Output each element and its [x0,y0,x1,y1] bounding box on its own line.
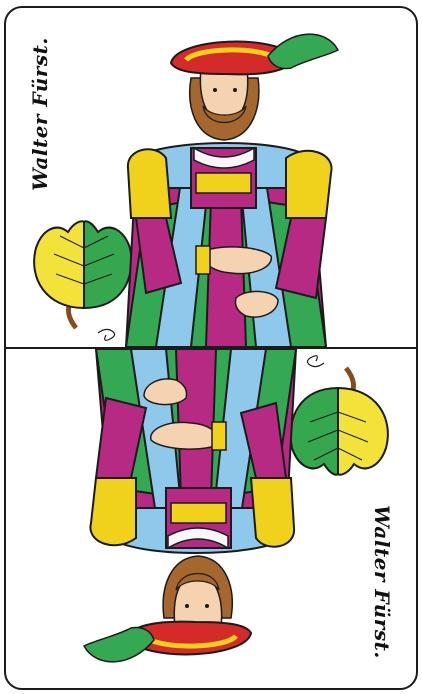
king-figure [82,349,298,663]
king-figure [124,33,340,347]
leaf-suit-icon [289,355,389,476]
card-top-half: Walter Fürst. [6,8,416,347]
figure-artwork [33,33,340,347]
card-bottom-half: Walter Fürst. [6,349,416,688]
card-center-divider [6,347,416,349]
figure-artwork-mirrored [82,349,389,663]
playing-card[interactable]: Walter Fürst. [4,6,418,690]
leaf-suit-icon [33,220,133,341]
